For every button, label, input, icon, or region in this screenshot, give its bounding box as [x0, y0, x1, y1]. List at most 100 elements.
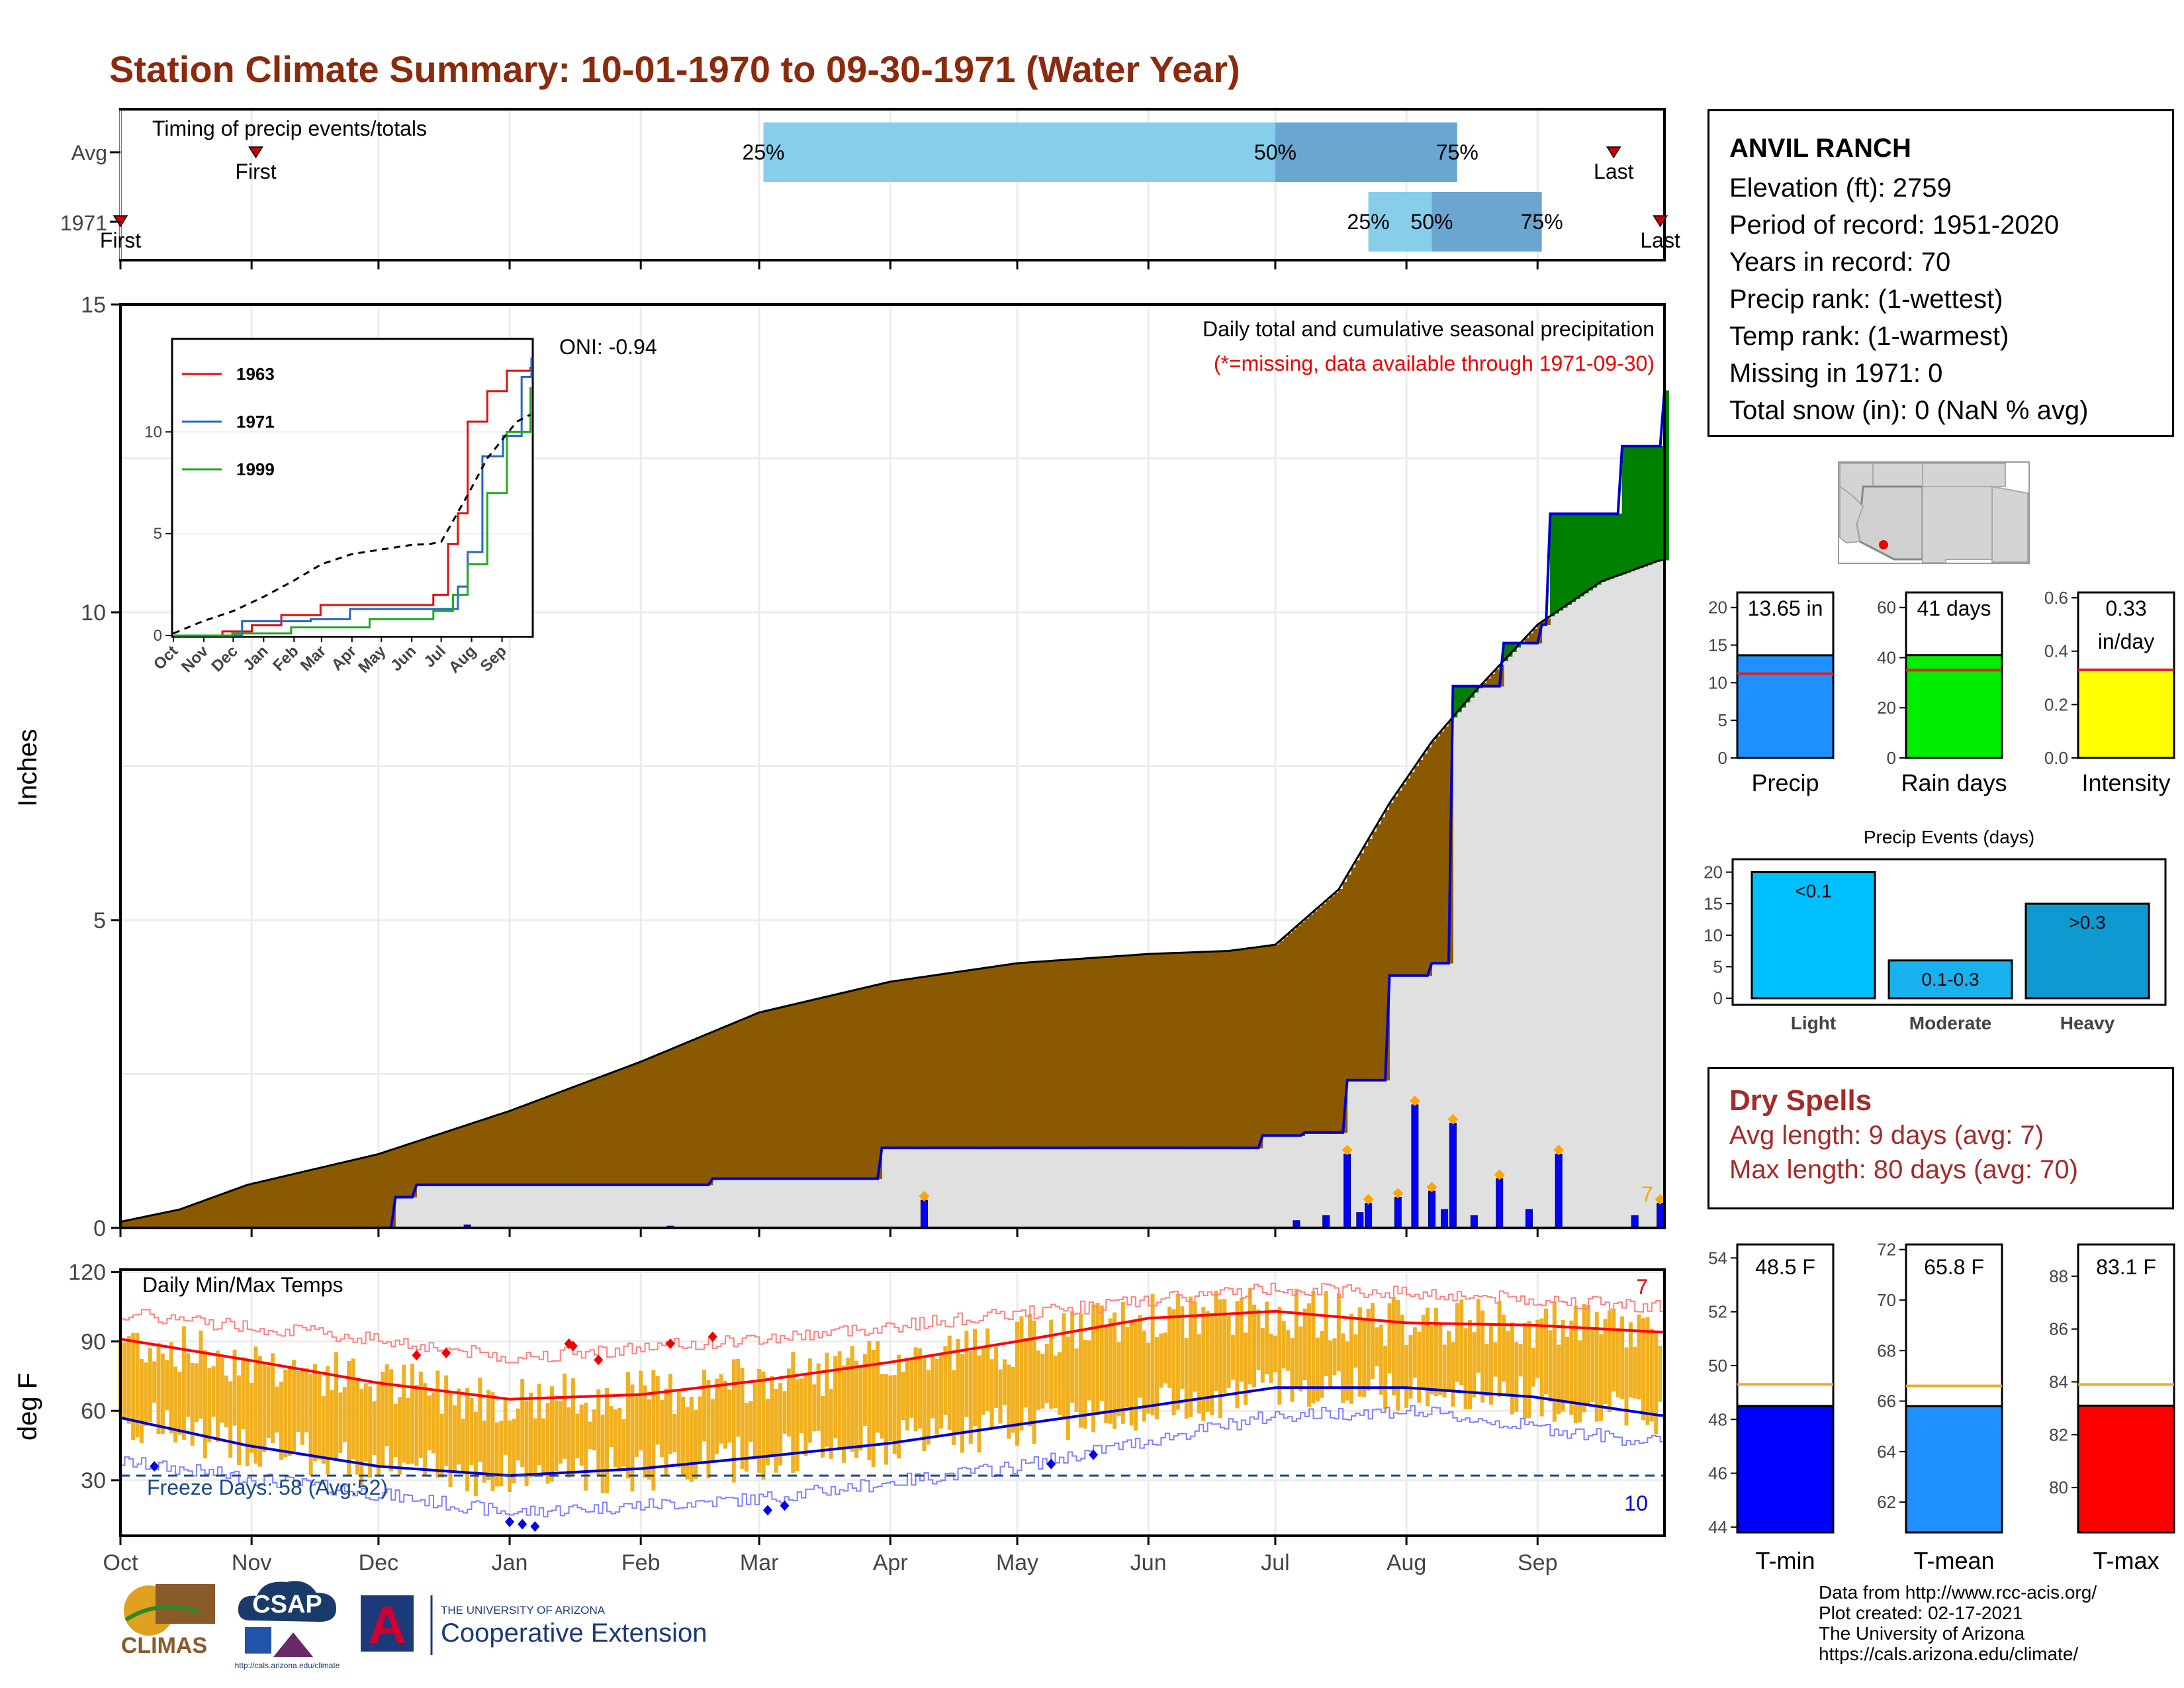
daily-temp-bar — [554, 1400, 559, 1471]
summary-bar-value-label: 13.65 in — [1748, 596, 1823, 620]
temp-bar-label: T-min — [1756, 1547, 1815, 1574]
daily-temp-bar — [359, 1388, 364, 1486]
daily-temp-bar — [503, 1397, 508, 1455]
daily-temp-bar — [854, 1360, 859, 1458]
daily-temp-bar — [1286, 1330, 1291, 1371]
daily-temp-bar — [1175, 1293, 1180, 1410]
daily-temp-bar — [960, 1354, 964, 1453]
month-label: Jan — [492, 1550, 528, 1575]
daily-temp-bar — [609, 1406, 614, 1448]
summary-bar-tick-label: 0.6 — [2044, 588, 2068, 608]
timing-last-marker — [1606, 146, 1621, 159]
daily-temp-bar — [918, 1348, 923, 1429]
station-years: Years in record: 70 — [1729, 248, 1951, 277]
daily-temp-bar — [313, 1364, 318, 1462]
month-axis: Oct Nov Dec Jan Feb Mar Apr May Jun Jul Aug Sep — [103, 260, 1557, 1575]
daily-temp-bar — [216, 1350, 220, 1442]
daily-precip-bar — [1394, 1197, 1402, 1229]
daily-temp-bar — [1451, 1342, 1455, 1407]
daily-temp-bar — [655, 1376, 660, 1445]
inset-series-line — [173, 357, 533, 637]
daily-temp-bar — [871, 1350, 876, 1468]
daily-temp-bar — [664, 1388, 668, 1476]
daily-temp-bar — [1633, 1346, 1637, 1399]
daily-temp-bar — [181, 1326, 186, 1440]
daily-temp-bar — [1375, 1327, 1379, 1367]
station-precip-rank: Precip rank: (1-wettest) — [1729, 285, 2003, 314]
daily-precip-bar — [1365, 1203, 1373, 1229]
temp-y-tick-label: 30 — [81, 1468, 106, 1493]
record-high-marker — [665, 1338, 675, 1349]
daily-temp-bar — [939, 1355, 944, 1429]
daily-temp-bar — [905, 1360, 909, 1430]
daily-temp-bar — [1569, 1320, 1574, 1415]
daily-temp-bar — [1193, 1301, 1197, 1392]
daily-temp-bar — [1222, 1299, 1227, 1393]
temp-bar-tick-label: 44 — [1708, 1517, 1727, 1537]
daily-precip-marker — [1409, 1096, 1420, 1106]
daily-temp-bar — [257, 1356, 262, 1467]
daily-temp-bar — [461, 1419, 465, 1474]
daily-temp-bar — [791, 1352, 796, 1473]
daily-temp-bar — [1244, 1332, 1248, 1405]
inset-series-line — [173, 366, 532, 637]
daily-temp-bar — [736, 1358, 741, 1437]
daily-temp-bar — [173, 1366, 178, 1443]
daily-temp-bar — [1074, 1348, 1079, 1412]
record-low-marker — [1089, 1449, 1099, 1460]
daily-temp-bar — [1226, 1316, 1231, 1388]
daily-temp-bar — [850, 1346, 854, 1452]
daily-temp-bar — [752, 1382, 757, 1456]
daily-temp-bar — [837, 1351, 842, 1448]
daily-temp-bar — [1044, 1344, 1049, 1403]
ua-a-shield-icon — [361, 1595, 414, 1652]
daily-temp-bar — [271, 1353, 275, 1444]
daily-temp-bar — [757, 1368, 762, 1473]
credits: Data from http://www.rcc-acis.org/ Plot … — [1819, 1582, 2097, 1664]
daily-temp-bar — [347, 1360, 351, 1477]
daily-temp-bar — [1387, 1303, 1392, 1374]
temp-bar-tick-label: 62 — [1877, 1492, 1896, 1512]
daily-temp-bar — [1488, 1323, 1493, 1405]
timing-first-marker — [248, 146, 263, 159]
daily-temp-bar — [731, 1359, 736, 1483]
daily-temp-bar — [165, 1360, 169, 1411]
daily-temp-bar — [1599, 1334, 1604, 1421]
summary-bars: 0 5 10 15 20 13.65 in Precip 0 20 40 60 41 days Rain… — [1708, 588, 2175, 796]
daily-temp-bar — [660, 1399, 664, 1458]
daily-temp-bar — [821, 1395, 825, 1458]
daily-temp-bar — [1544, 1308, 1549, 1395]
daily-temp-bar — [448, 1393, 453, 1487]
daily-temp-bar — [220, 1358, 224, 1423]
location-map — [1838, 461, 2030, 564]
daily-temp-bar — [1116, 1342, 1121, 1416]
daily-temp-bar — [452, 1405, 457, 1471]
daily-temp-bar — [994, 1346, 999, 1408]
csap-url: http://cals.arizona.edu/climate — [235, 1661, 340, 1670]
daily-temp-bar — [444, 1375, 449, 1466]
daily-temp-bar — [334, 1352, 338, 1459]
daily-temp-bar — [825, 1352, 829, 1447]
daily-temp-bar — [1472, 1332, 1477, 1398]
summary-bar-label: Precip — [1751, 769, 1819, 796]
daily-temp-bar — [126, 1336, 131, 1424]
summary-bar-value-label: in/day — [2098, 630, 2154, 653]
daily-temp-bar — [1370, 1303, 1375, 1380]
events-tick-label: 0 — [1713, 988, 1723, 1008]
record-high-marker — [441, 1347, 451, 1358]
daily-temp-bar — [414, 1385, 419, 1466]
precip-avg-cumulative-line — [120, 559, 1664, 1223]
daily-temp-bar — [1095, 1302, 1100, 1415]
csap-cloud-icon — [238, 1581, 336, 1622]
inset-legend-label: 1963 — [236, 364, 275, 384]
daily-temp-bar — [1324, 1291, 1328, 1377]
daily-temp-bar — [1341, 1333, 1345, 1403]
credit-data-source: Data from http://www.rcc-acis.org/ — [1819, 1582, 2097, 1603]
daily-temp-bar — [909, 1360, 914, 1419]
daily-temp-bar — [803, 1374, 808, 1456]
daily-temp-bar — [508, 1420, 512, 1493]
temp-y-tick-label: 60 — [81, 1399, 106, 1424]
precip-y-axis: 0 5 10 15 — [81, 293, 120, 1241]
daily-temp-bar — [1015, 1321, 1020, 1446]
